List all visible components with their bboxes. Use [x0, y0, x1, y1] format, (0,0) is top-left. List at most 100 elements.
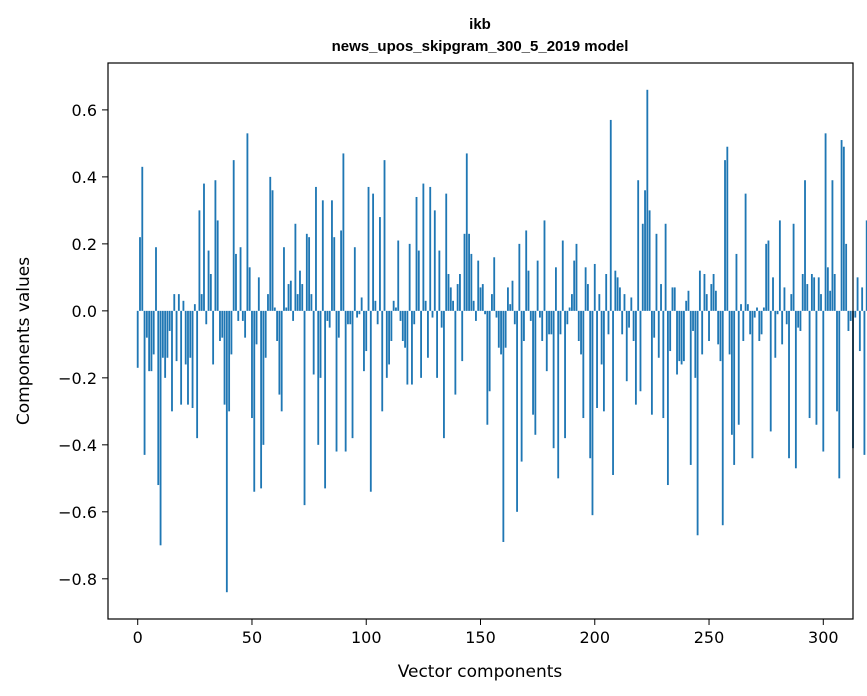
bar-207 [609, 119, 612, 311]
bar-2 [141, 166, 144, 311]
bar-62 [278, 310, 281, 395]
bar-41 [230, 310, 233, 355]
bar-93 [349, 310, 352, 325]
bar-105 [376, 310, 379, 325]
bar-232 [666, 310, 669, 486]
bar-238 [680, 310, 683, 365]
bar-215 [628, 310, 630, 328]
bar-15 [171, 310, 173, 412]
bar-235 [673, 287, 676, 311]
bar-247 [701, 310, 704, 355]
bar-130 [433, 210, 436, 311]
bar-225 [650, 310, 653, 415]
bar-120 [411, 310, 413, 385]
bar-26 [196, 310, 199, 439]
bar-234 [671, 287, 674, 311]
bar-32 [209, 274, 212, 311]
y-tick-label: 0.4 [72, 168, 97, 187]
bar-171 [527, 270, 530, 311]
bar-208 [612, 310, 614, 475]
bar-3 [143, 310, 146, 455]
bar-53 [257, 277, 260, 311]
bar-89 [340, 230, 343, 311]
bar-95 [353, 247, 356, 311]
x-tick-label: 100 [351, 628, 382, 647]
bar-292 [804, 180, 806, 311]
bar-239 [682, 310, 685, 362]
bar-271 [756, 307, 758, 311]
bar-315 [856, 277, 859, 311]
bar-227 [655, 233, 658, 311]
bar-132 [438, 250, 441, 311]
bar-304 [831, 180, 834, 311]
bar-219 [637, 180, 640, 311]
bar-183 [555, 267, 557, 311]
bar-307 [838, 310, 841, 479]
bar-136 [447, 274, 450, 311]
bar-193 [577, 310, 580, 341]
bar-65 [285, 307, 288, 311]
bar-118 [406, 310, 409, 385]
bar-44 [237, 310, 240, 321]
bar-66 [287, 284, 290, 311]
bar-61 [276, 310, 279, 341]
bar-77 [312, 310, 315, 375]
bar-42 [232, 160, 235, 311]
y-tick-label: −0.8 [58, 570, 97, 589]
bar-264 [740, 304, 742, 311]
bar-17 [175, 310, 178, 362]
bar-56 [264, 310, 267, 358]
bar-297 [815, 310, 818, 425]
bar-87 [335, 310, 338, 452]
bar-76 [310, 294, 313, 311]
bar-229 [660, 284, 662, 311]
bar-40 [228, 310, 231, 412]
bar-268 [749, 310, 752, 335]
bar-278 [772, 277, 774, 311]
bar-267 [746, 304, 749, 311]
bar-260 [730, 310, 733, 435]
bar-64 [283, 247, 285, 311]
bar-161 [504, 310, 507, 348]
bar-125 [422, 183, 425, 311]
bar-163 [509, 304, 512, 311]
bar-141 [459, 274, 461, 311]
y-tick-label: −0.6 [58, 503, 97, 522]
bar-37 [221, 310, 224, 338]
bar-162 [507, 287, 509, 311]
bar-265 [742, 310, 745, 341]
bar-246 [698, 270, 701, 311]
bar-46 [241, 310, 244, 321]
bar-85 [331, 200, 333, 311]
bar-106 [379, 217, 381, 311]
bar-293 [806, 284, 809, 311]
bar-79 [317, 310, 320, 445]
bar-155 [491, 294, 493, 311]
bar-173 [532, 310, 534, 415]
y-tick-label: 0.0 [72, 302, 97, 321]
bar-73 [303, 310, 306, 506]
bar-108 [383, 160, 386, 311]
bar-58 [269, 176, 272, 311]
bar-31 [207, 250, 210, 311]
bar-151 [481, 284, 484, 311]
bar-8 [155, 247, 157, 311]
bar-99 [363, 310, 365, 372]
bar-285 [788, 310, 790, 459]
bar-153 [486, 310, 489, 425]
x-axis: 0 50 100 150 200 250 300 [133, 619, 839, 647]
bar-90 [342, 153, 345, 311]
bar-244 [694, 310, 697, 378]
bar-251 [710, 284, 713, 311]
y-axis: −0.8 −0.6 −0.4 −0.2 0.0 0.2 0.4 0.6 [58, 101, 108, 589]
bar-189 [568, 307, 571, 311]
bar-45 [239, 247, 242, 311]
bar-82 [324, 310, 327, 489]
bar-4 [145, 310, 148, 338]
bar-222 [644, 190, 646, 311]
bar-233 [669, 310, 672, 352]
bar-9 [157, 310, 160, 486]
bar-204 [602, 310, 605, 412]
bar-152 [484, 310, 486, 315]
